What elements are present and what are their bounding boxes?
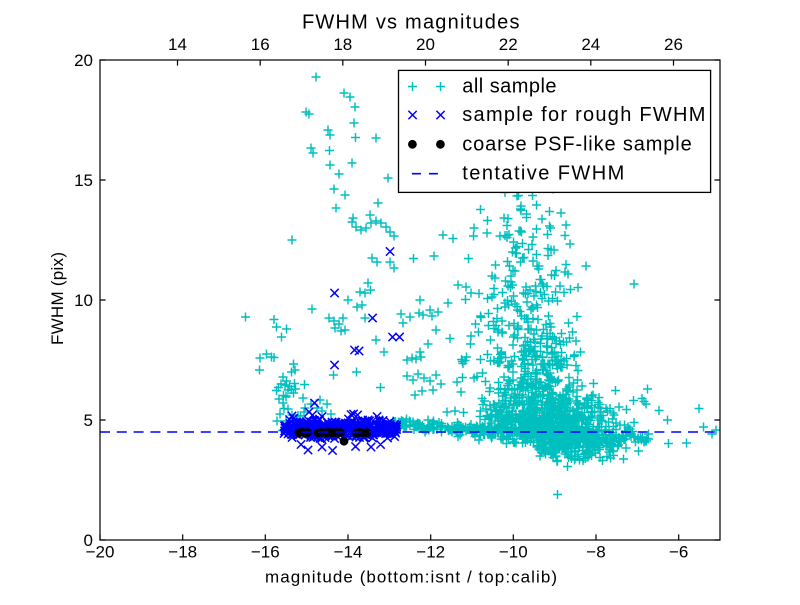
svg-text:FWHM (pix): FWHM (pix) bbox=[48, 252, 67, 345]
svg-text:5: 5 bbox=[84, 411, 93, 430]
svg-text:−16: −16 bbox=[251, 543, 280, 562]
svg-text:−6: −6 bbox=[669, 543, 688, 562]
svg-text:−18: −18 bbox=[168, 543, 197, 562]
svg-text:18: 18 bbox=[333, 35, 352, 54]
svg-text:−20: −20 bbox=[86, 543, 115, 562]
svg-text:all sample: all sample bbox=[462, 76, 556, 98]
svg-text:14: 14 bbox=[168, 35, 187, 54]
svg-text:26: 26 bbox=[664, 35, 683, 54]
svg-text:10: 10 bbox=[74, 291, 93, 310]
svg-text:−10: −10 bbox=[499, 543, 528, 562]
svg-text:20: 20 bbox=[74, 51, 93, 70]
svg-text:0: 0 bbox=[84, 531, 93, 550]
svg-text:−12: −12 bbox=[416, 543, 445, 562]
svg-text:20: 20 bbox=[416, 35, 435, 54]
svg-text:22: 22 bbox=[499, 35, 518, 54]
svg-text:−14: −14 bbox=[334, 543, 363, 562]
svg-text:tentative FWHM: tentative FWHM bbox=[462, 163, 624, 185]
svg-text:−8: −8 bbox=[586, 543, 605, 562]
svg-text:24: 24 bbox=[581, 35, 600, 54]
svg-text:15: 15 bbox=[74, 171, 93, 190]
svg-text:coarse PSF-like sample: coarse PSF-like sample bbox=[462, 133, 691, 155]
svg-text:16: 16 bbox=[251, 35, 270, 54]
svg-text:magnitude (bottom:isnt / top:c: magnitude (bottom:isnt / top:calib) bbox=[265, 568, 557, 587]
svg-text:FWHM vs magnitudes: FWHM vs magnitudes bbox=[302, 12, 520, 34]
svg-text:sample for rough FWHM: sample for rough FWHM bbox=[462, 104, 705, 126]
